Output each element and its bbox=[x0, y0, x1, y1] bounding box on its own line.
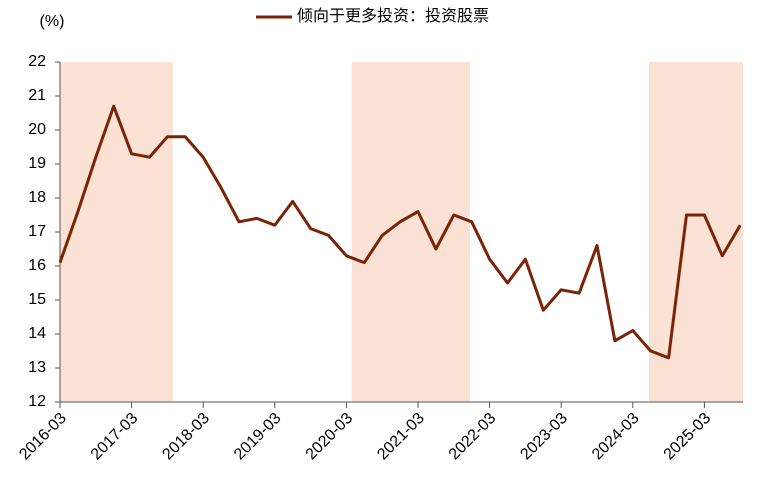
y-tick-label: 19 bbox=[28, 155, 46, 172]
shaded-period bbox=[351, 62, 470, 402]
x-tick-label: 2019-03 bbox=[231, 410, 285, 464]
y-tick-label: 13 bbox=[28, 359, 46, 376]
data-line bbox=[58, 104, 742, 360]
y-unit-label: (%) bbox=[40, 13, 65, 30]
y-tick-label: 21 bbox=[28, 87, 46, 104]
y-tick-label: 16 bbox=[28, 257, 46, 274]
x-tick-label: 2024-03 bbox=[589, 410, 643, 464]
y-tick-label: 22 bbox=[28, 53, 46, 70]
x-tick-label: 2017-03 bbox=[88, 410, 142, 464]
shaded-period bbox=[60, 62, 173, 402]
y-tick-label: 15 bbox=[28, 291, 46, 308]
legend-label: 倾向于更多投资：投资股票 bbox=[297, 7, 489, 25]
x-tick-label: 2018-03 bbox=[159, 410, 213, 464]
y-tick-label: 18 bbox=[28, 189, 46, 206]
y-tick-label: 17 bbox=[28, 223, 46, 240]
y-tick-label: 14 bbox=[28, 325, 46, 342]
x-tick-label: 2021-03 bbox=[374, 410, 428, 464]
x-tick-label: 2025-03 bbox=[661, 410, 715, 464]
y-tick-label: 20 bbox=[28, 121, 46, 138]
shaded-period bbox=[648, 62, 743, 402]
x-tick-label: 2020-03 bbox=[303, 410, 357, 464]
y-tick-label: 12 bbox=[28, 393, 46, 410]
x-tick-label: 2016-03 bbox=[16, 410, 70, 464]
x-tick-label: 2023-03 bbox=[517, 410, 571, 464]
x-tick-label: 2022-03 bbox=[446, 410, 500, 464]
